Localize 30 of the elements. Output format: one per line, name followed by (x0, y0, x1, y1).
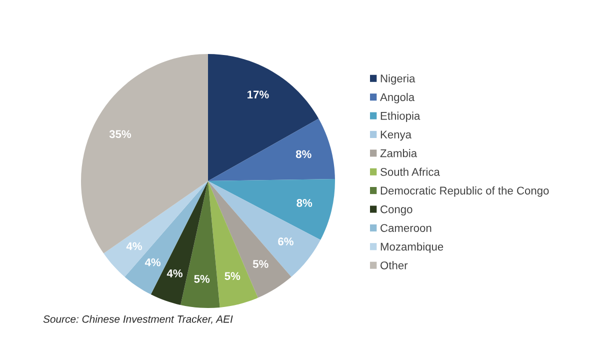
data-label: 5% (252, 260, 268, 268)
legend-label: Nigeria (380, 74, 416, 85)
data-label: 17% (248, 90, 269, 98)
data-label: 8% (296, 199, 312, 207)
data-label: 5% (224, 272, 240, 280)
legend-label: Cameroon (380, 224, 432, 232)
pie-slice (208, 181, 292, 298)
data-label: 8% (296, 150, 312, 158)
data-label: 6% (278, 238, 294, 246)
legend-label: Zambia (380, 149, 418, 158)
pie-slice (104, 181, 208, 277)
source-note: Source: Chinese Investment Tracker, AEI (43, 315, 233, 324)
data-label: 35% (109, 130, 132, 138)
legend-label: Democratic Republic of the Congo (380, 186, 549, 197)
legend-label: Kenya (380, 130, 412, 141)
pie-slice (208, 118, 335, 181)
data-label: 4% (144, 258, 161, 266)
legend-label: Other (380, 261, 408, 270)
legend-label: Mozambique (380, 242, 444, 253)
legend-label: Angola (380, 92, 415, 104)
data-label: 4% (166, 269, 182, 278)
pie-slice (81, 54, 208, 254)
data-label: 4% (126, 242, 142, 250)
legend-label: Congo (380, 205, 412, 216)
legend-label: South Africa (380, 168, 440, 176)
pie-slice (124, 181, 208, 294)
data-label: 5% (194, 275, 210, 283)
pie-slice (180, 181, 220, 308)
legend-label: Ethiopia (380, 112, 420, 122)
pie-slice (208, 54, 319, 181)
